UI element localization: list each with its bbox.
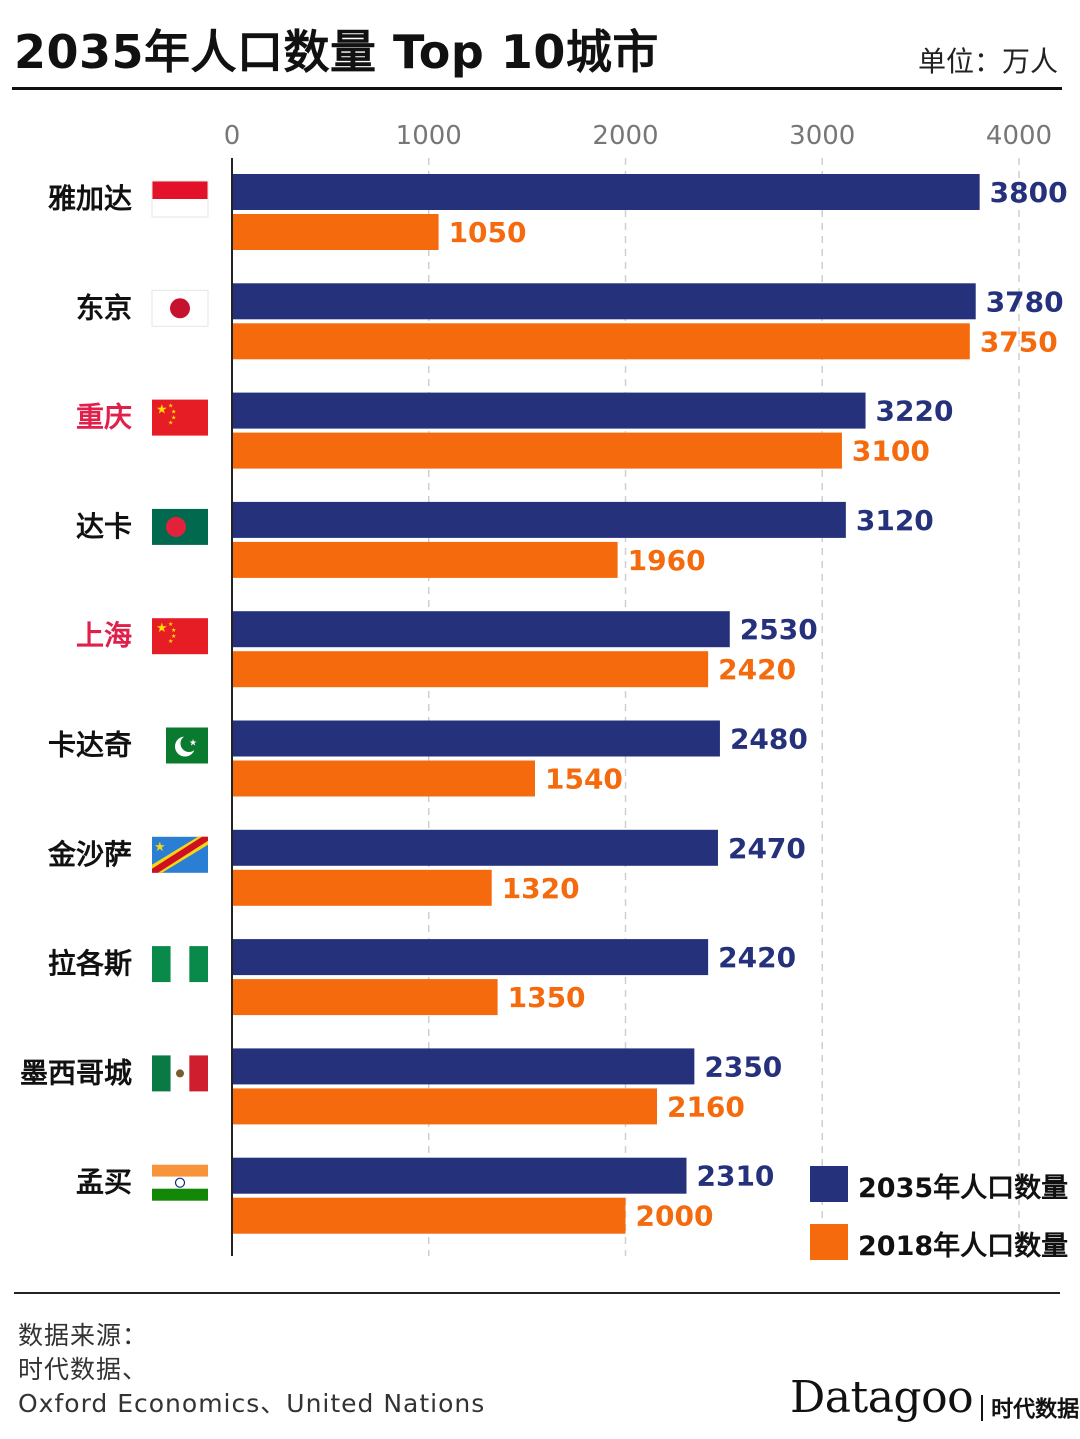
value-label-2035: 2480 <box>730 723 808 756</box>
svg-text:★: ★ <box>189 739 197 749</box>
x-tick-label: 1000 <box>396 121 462 151</box>
value-label-2035: 2420 <box>718 941 796 974</box>
city-label: 墨西哥城 <box>20 1056 132 1089</box>
source-line-1: 时代数据、 <box>18 1355 149 1384</box>
legend-swatch-2018 <box>810 1224 848 1260</box>
svg-text:★: ★ <box>171 409 176 416</box>
city-label: 上海 <box>76 619 132 652</box>
footer-divider <box>14 1292 1060 1294</box>
svg-text:★: ★ <box>156 621 168 636</box>
x-tick-label: 0 <box>224 121 241 151</box>
bar-2035 <box>232 611 730 648</box>
bar-2035 <box>232 720 720 757</box>
x-tick-label: 3000 <box>789 121 855 151</box>
city-label: 东京 <box>76 291 132 324</box>
bar-2035 <box>232 1157 687 1194</box>
bar-2035 <box>232 829 718 866</box>
flag-bangladesh-icon <box>152 508 208 545</box>
city-label: 达卡 <box>76 510 132 543</box>
bar-2018 <box>232 979 498 1016</box>
value-label-2035: 2530 <box>740 613 818 646</box>
flag-drcongo-icon: ★ <box>152 836 208 873</box>
bar-2018 <box>232 432 842 469</box>
svg-text:★: ★ <box>168 621 173 628</box>
bar-2018 <box>232 214 439 250</box>
bar-2018 <box>232 541 618 578</box>
bar-2018 <box>232 1088 657 1125</box>
flag-india-icon <box>152 1164 208 1201</box>
bar-2035 <box>232 1048 695 1085</box>
source-line-2: Oxford Economics、United Nations <box>18 1389 486 1418</box>
bar-2018 <box>232 651 709 688</box>
city-label: 金沙萨 <box>47 838 132 871</box>
brand-name: Datagoo <box>790 1372 974 1423</box>
svg-text:★: ★ <box>168 403 173 410</box>
svg-text:★: ★ <box>154 840 166 855</box>
bar-2018 <box>232 869 492 906</box>
value-label-2018: 1960 <box>628 544 706 577</box>
x-tick-label: 4000 <box>986 121 1052 151</box>
flag-mexico-icon <box>152 1055 208 1092</box>
city-label: 拉各斯 <box>48 947 132 980</box>
value-label-2018: 1050 <box>449 216 527 249</box>
bar-2035 <box>232 174 980 210</box>
svg-text:★: ★ <box>168 638 173 645</box>
title-divider <box>12 87 1062 90</box>
flag-pakistan-icon: ★ <box>152 727 208 764</box>
value-label-2018: 2000 <box>636 1200 714 1233</box>
flag-nigeria-icon <box>152 946 208 983</box>
bar-2035 <box>232 939 709 976</box>
value-label-2035: 2470 <box>728 832 806 865</box>
bar-2035 <box>232 283 976 320</box>
value-label-2018: 2420 <box>718 653 796 686</box>
chart-title: 2035年人口数量 Top 10城市 <box>14 25 659 79</box>
source-heading: 数据来源： <box>18 1321 149 1350</box>
flag-china-icon: ★ ★★★★ <box>152 399 208 436</box>
city-label: 雅加达 <box>48 182 132 215</box>
legend-label-2035: 2035年人口数量 <box>858 1173 1069 1204</box>
city-label: 孟买 <box>76 1166 132 1199</box>
brand-separator <box>981 1394 984 1421</box>
city-label: 重庆 <box>76 401 132 434</box>
flag-china-icon: ★ ★★★★ <box>152 618 208 655</box>
value-label-2035: 2350 <box>704 1050 782 1083</box>
svg-text:★: ★ <box>171 633 176 640</box>
value-label-2018: 1540 <box>545 763 623 796</box>
svg-text:★: ★ <box>171 627 176 634</box>
svg-text:★: ★ <box>171 415 176 422</box>
bar-chart: 0 1000 2000 3000 4000 雅加达 3800 1050 东京 3780 3750 重庆… <box>20 121 1068 1256</box>
brand-logo: Datagoo 时代数据 <box>790 1372 1079 1424</box>
value-label-2018: 1350 <box>508 981 586 1014</box>
value-label-2018: 3100 <box>852 435 930 468</box>
value-label-2035: 3120 <box>856 504 934 537</box>
flag-indonesia-icon <box>151 180 209 218</box>
bar-2018 <box>232 323 970 360</box>
city-label: 卡达奇 <box>48 729 132 762</box>
legend-swatch-2035 <box>810 1166 848 1202</box>
unit-label: 单位：万人 <box>917 45 1058 78</box>
bar-2035 <box>232 501 846 538</box>
bar-2018 <box>232 760 535 797</box>
bar-2035 <box>232 392 866 429</box>
bar-2018 <box>232 1197 626 1234</box>
value-label-2035: 3780 <box>986 285 1064 318</box>
flag-japan-icon <box>151 289 209 327</box>
value-label-2035: 2310 <box>696 1160 774 1193</box>
value-label-2018: 2160 <box>667 1090 745 1123</box>
value-label-2018: 3750 <box>980 325 1058 358</box>
svg-text:★: ★ <box>156 403 168 418</box>
value-label-2035: 3220 <box>876 395 954 428</box>
brand-subtitle: 时代数据 <box>991 1397 1080 1423</box>
value-label-2018: 1320 <box>502 872 580 905</box>
legend-label-2018: 2018年人口数量 <box>858 1231 1069 1262</box>
value-label-2035: 3800 <box>990 176 1068 209</box>
x-tick-label: 2000 <box>592 121 658 151</box>
svg-text:★: ★ <box>168 420 173 427</box>
